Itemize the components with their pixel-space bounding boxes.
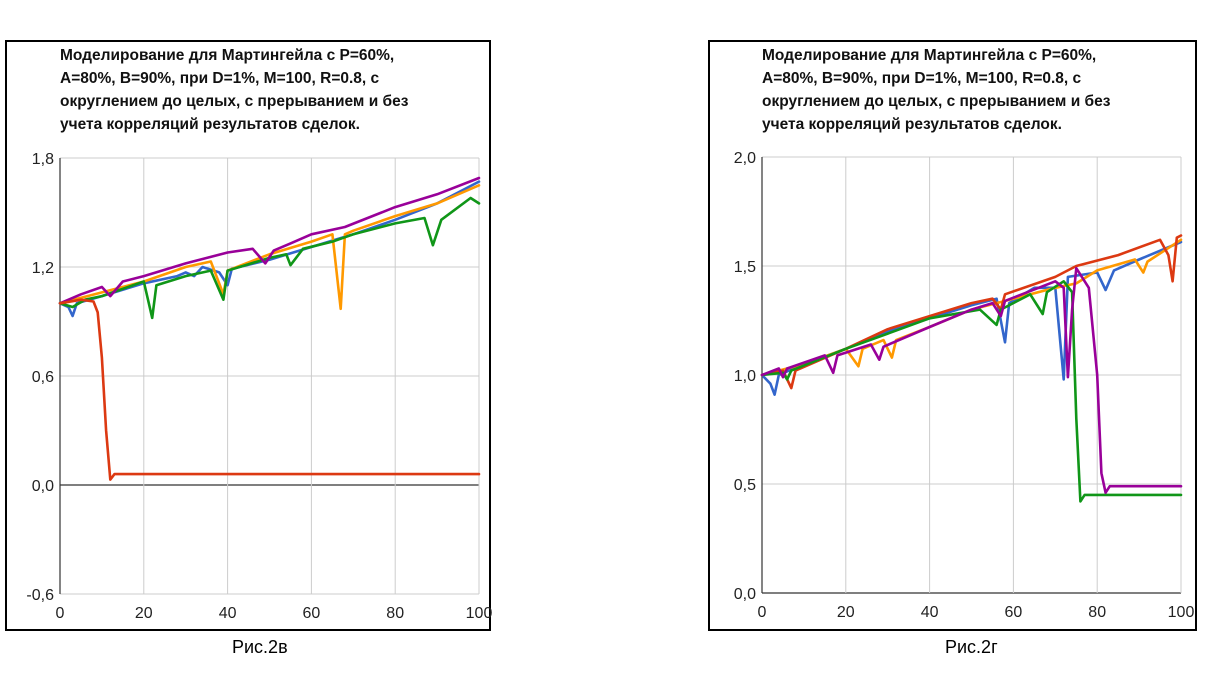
title-line: Моделирование для Мартингейла с P=60%, (762, 47, 1097, 64)
y-tick-label: 1,5 (734, 259, 756, 276)
x-tick-label: 20 (135, 605, 153, 622)
series-line-purple (58, 176, 481, 305)
x-tick-label: 20 (837, 604, 855, 621)
title-line: округлением до целых, с прерыванием и бе… (60, 93, 409, 110)
x-tick-label: 0 (758, 604, 767, 621)
title-line: Моделирование для Мартингейла с P=60%, (60, 47, 395, 64)
x-tick-label: 40 (921, 604, 939, 621)
y-tick-label: 0,6 (32, 369, 54, 386)
y-tick-label: 0,0 (32, 478, 54, 495)
series-line-green (760, 279, 1183, 503)
left-chart-caption: Рис.2в (232, 637, 288, 657)
x-tick-label: 80 (386, 605, 404, 622)
title-line: учета корреляций результатов сделок. (762, 116, 1062, 133)
title-line: A=80%, B=90%, при D=1%, M=100, R=0.8, с (762, 70, 1082, 87)
y-tick-label: 1,0 (734, 368, 756, 385)
right-chart-title: Моделирование для Мартингейла с P=60%, A… (762, 44, 1110, 136)
x-tick-label: 80 (1088, 604, 1106, 621)
y-tick-label: 0,5 (734, 477, 756, 494)
x-tick-label: 60 (1005, 604, 1023, 621)
y-tick-label: 1,8 (32, 151, 54, 168)
left-chart-frame (5, 40, 491, 631)
right-chart-caption: Рис.2г (945, 637, 998, 657)
title-line: A=80%, B=90%, при D=1%, M=100, R=0.8, с (60, 70, 380, 87)
x-tick-label: 60 (303, 605, 321, 622)
title-line: учета корреляций результатов сделок. (60, 116, 360, 133)
y-tick-label: 1,2 (32, 260, 54, 277)
x-tick-label: 100 (1168, 604, 1195, 621)
series-line-red (58, 298, 481, 481)
right-chart-frame (708, 40, 1197, 631)
x-tick-label: 100 (466, 605, 493, 622)
x-tick-label: 0 (56, 605, 65, 622)
x-tick-label: 40 (219, 605, 237, 622)
series-line-purple (760, 266, 1183, 495)
title-line: округлением до целых, с прерыванием и бе… (762, 93, 1111, 110)
y-tick-label: -0,6 (26, 587, 54, 604)
y-tick-label: 0,0 (734, 586, 756, 603)
left-chart-title: Моделирование для Мартингейла с P=60%, A… (60, 44, 408, 136)
y-tick-label: 2,0 (734, 150, 756, 167)
series-line-orange (58, 184, 481, 311)
